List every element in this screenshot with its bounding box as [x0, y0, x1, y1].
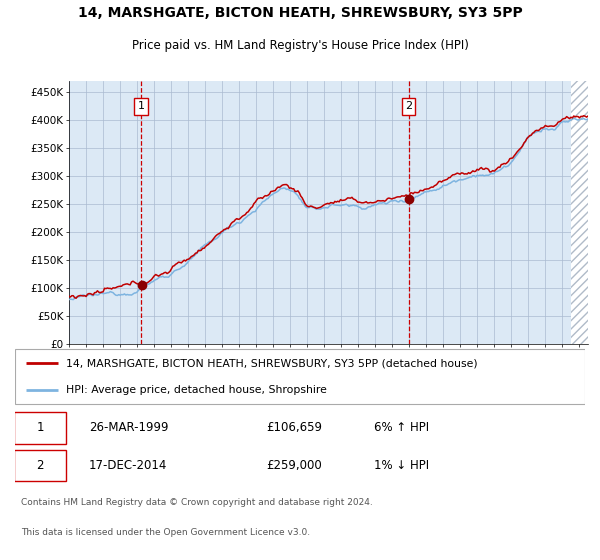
Text: 6% ↑ HPI: 6% ↑ HPI [374, 421, 429, 434]
Bar [571, 81, 588, 344]
Text: £106,659: £106,659 [266, 421, 322, 434]
Text: This data is licensed under the Open Government Licence v3.0.: This data is licensed under the Open Gov… [20, 528, 310, 537]
FancyBboxPatch shape [14, 412, 66, 444]
Text: 2: 2 [37, 459, 44, 472]
FancyBboxPatch shape [14, 450, 66, 482]
Text: 2: 2 [405, 101, 412, 111]
Text: £259,000: £259,000 [266, 459, 322, 472]
Text: Price paid vs. HM Land Registry's House Price Index (HPI): Price paid vs. HM Land Registry's House … [131, 39, 469, 53]
Text: 17-DEC-2014: 17-DEC-2014 [89, 459, 167, 472]
Text: 1% ↓ HPI: 1% ↓ HPI [374, 459, 429, 472]
Text: 14, MARSHGATE, BICTON HEATH, SHREWSBURY, SY3 5PP (detached house): 14, MARSHGATE, BICTON HEATH, SHREWSBURY,… [66, 358, 478, 368]
Text: 14, MARSHGATE, BICTON HEATH, SHREWSBURY, SY3 5PP: 14, MARSHGATE, BICTON HEATH, SHREWSBURY,… [77, 6, 523, 20]
Text: 26-MAR-1999: 26-MAR-1999 [89, 421, 169, 434]
Text: HPI: Average price, detached house, Shropshire: HPI: Average price, detached house, Shro… [66, 385, 327, 395]
Text: 1: 1 [37, 421, 44, 434]
Text: 1: 1 [137, 101, 145, 111]
Text: Contains HM Land Registry data © Crown copyright and database right 2024.: Contains HM Land Registry data © Crown c… [20, 498, 373, 507]
FancyBboxPatch shape [15, 349, 585, 404]
